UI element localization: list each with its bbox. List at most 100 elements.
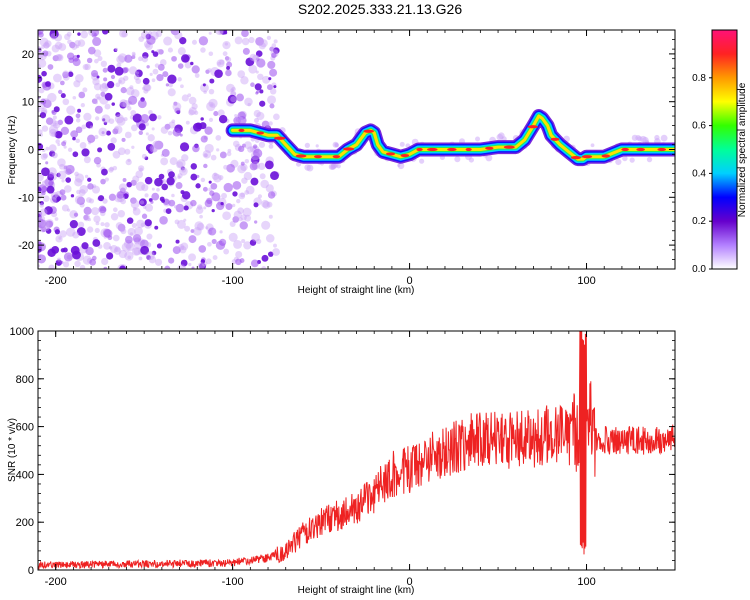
ridge-halo-blob — [304, 142, 310, 149]
ridge-halo-blob — [660, 134, 668, 142]
noise-blob — [163, 36, 173, 46]
noise-blob — [176, 159, 186, 168]
noise-blob — [78, 91, 86, 99]
noise-blob — [154, 140, 164, 150]
noise-blob — [172, 102, 182, 112]
noise-blob — [79, 141, 87, 149]
y-tick-label: 20 — [22, 49, 34, 61]
noise-blob — [92, 37, 102, 47]
noise-blob — [52, 115, 57, 120]
noise-blob — [70, 194, 75, 198]
noise-blob — [140, 30, 150, 40]
noise-blob — [168, 199, 176, 207]
noise-blob — [101, 257, 109, 266]
noise-blob — [62, 70, 70, 78]
noise-blob — [144, 193, 149, 198]
noise-blob — [77, 39, 86, 47]
noise-blob — [45, 161, 49, 165]
noise-blob — [54, 54, 62, 62]
noise-blob — [211, 172, 220, 181]
noise-blob — [100, 60, 108, 68]
noise-blob — [38, 74, 43, 83]
noise-blob — [102, 30, 109, 35]
noise-blob — [59, 230, 67, 238]
noise-blob — [136, 219, 145, 229]
noise-blob — [86, 57, 93, 64]
noise-blob — [175, 182, 183, 189]
noise-blob — [51, 246, 60, 254]
noise-blob — [177, 173, 183, 179]
noise-blob — [93, 156, 102, 165]
noise-blob — [209, 78, 215, 84]
noise-blob — [218, 174, 224, 181]
noise-blob — [108, 246, 113, 250]
noise-blob — [41, 45, 45, 49]
noise-blob — [100, 91, 106, 97]
noise-blob — [96, 75, 100, 79]
noise-blob — [171, 119, 176, 124]
noise-blob — [151, 250, 157, 256]
noise-blob — [56, 54, 64, 62]
noise-blob — [102, 67, 108, 73]
noise-blob — [232, 203, 236, 208]
noise-blob — [259, 173, 266, 180]
noise-blob — [133, 247, 142, 256]
noise-blob — [253, 148, 263, 158]
noise-blob — [254, 83, 262, 91]
noise-blob — [218, 30, 224, 35]
noise-blob — [195, 183, 201, 189]
noise-blob — [49, 150, 56, 157]
ridge-halo-blob — [485, 154, 493, 162]
noise-blob — [188, 96, 197, 105]
noise-blob — [137, 99, 147, 109]
noise-blob — [208, 187, 213, 192]
noise-blob — [207, 68, 212, 73]
noise-blob — [120, 87, 127, 94]
noise-blob — [135, 78, 142, 84]
noise-blob — [65, 164, 75, 174]
noise-blob — [213, 111, 219, 117]
noise-blob — [191, 103, 198, 110]
noise-blob — [168, 82, 173, 88]
ridge-hotspot — [465, 147, 472, 152]
noise-blob — [125, 242, 135, 252]
noise-blob — [184, 61, 192, 69]
noise-blob — [143, 205, 147, 210]
ridge-hotspot — [295, 154, 307, 158]
noise-blob — [245, 185, 255, 195]
noise-blob — [95, 221, 100, 226]
noise-blob — [58, 43, 67, 51]
noise-blob — [261, 220, 271, 230]
ridge-hotspot — [550, 137, 560, 141]
ridge-hotspot — [621, 147, 629, 152]
noise-blob — [54, 217, 59, 221]
noise-blob — [94, 134, 99, 140]
ridge-hotspot — [342, 147, 355, 151]
y-tick-label: 600 — [16, 422, 34, 434]
noise-blob — [165, 83, 170, 87]
noise-blob — [72, 95, 77, 100]
noise-blob — [188, 106, 197, 115]
noise-blob — [84, 174, 89, 179]
ridge-hotspot — [416, 147, 423, 152]
noise-blob — [161, 183, 169, 191]
noise-blob — [48, 125, 59, 135]
noise-blob — [81, 148, 90, 157]
noise-blob — [192, 122, 202, 132]
noise-blob — [140, 245, 150, 255]
ridge-halo-blob — [397, 162, 405, 170]
noise-blob — [198, 245, 207, 253]
noise-blob — [45, 220, 54, 228]
noise-blob — [126, 87, 135, 96]
noise-blob — [237, 70, 246, 79]
noise-blob — [72, 58, 81, 67]
noise-blob — [107, 142, 116, 151]
ridge-halo-blob — [590, 143, 595, 148]
noise-blob — [87, 134, 96, 143]
noise-blob — [200, 259, 206, 264]
noise-blob — [192, 144, 200, 153]
noise-blob — [119, 265, 127, 269]
noise-blob — [152, 51, 159, 57]
noise-blob — [162, 71, 169, 78]
